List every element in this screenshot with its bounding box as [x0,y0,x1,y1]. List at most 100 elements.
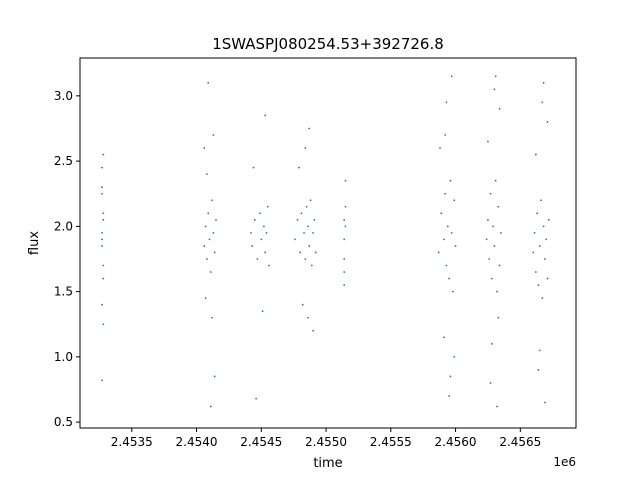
data-point [544,401,546,404]
x-axis-label: time [313,456,342,471]
data-point [343,271,346,273]
data-point [449,179,452,182]
data-point [213,251,216,254]
data-point [101,379,103,382]
data-point [538,245,541,247]
data-point [250,231,252,234]
data-point [489,192,492,195]
data-point [212,231,215,234]
data-point [493,88,496,91]
y-tick-label: 1.0 [54,350,73,364]
data-point [454,245,457,247]
data-point [485,238,488,241]
data-point [212,134,215,136]
data-point [537,369,540,371]
data-point [102,218,105,221]
data-point [264,114,267,117]
data-point [540,199,542,202]
data-point [307,316,309,319]
data-point [545,238,548,241]
data-point [203,245,206,247]
data-point [101,303,103,306]
data-point [211,316,213,319]
data-point [207,81,210,84]
data-point [446,225,449,228]
data-point [343,258,346,260]
data-point [102,212,105,215]
data-point [437,251,440,254]
chart-title: 1SWASPJ080254.53+392726.8 [212,35,444,53]
data-point [204,225,207,228]
data-point [310,264,313,267]
data-point [450,75,453,78]
data-point [344,179,347,182]
data-point [537,284,540,286]
data-point [211,199,213,202]
data-point [101,186,103,189]
data-point [546,277,549,280]
data-point [309,199,312,202]
data-point [259,212,261,215]
data-point [296,218,299,221]
y-tick-label: 2.5 [54,154,73,168]
data-point [260,238,263,241]
data-point [449,375,452,378]
data-point [215,218,217,221]
data-point [102,153,105,156]
data-points [101,75,550,408]
x-tick-label: 2.4550 [305,435,347,449]
x-tick-label: 2.4565 [499,435,541,449]
data-point [101,245,103,247]
data-point [305,205,308,208]
data-point [493,245,496,247]
data-point [534,153,537,156]
data-point [251,245,254,247]
data-point [487,140,489,143]
data-point [313,218,316,221]
data-point [536,212,539,215]
data-point [300,212,303,215]
data-point [453,355,456,358]
data-point [209,405,212,408]
data-point [264,251,267,254]
data-point [101,231,103,234]
data-point [492,225,495,228]
data-point [490,277,493,280]
data-point [207,212,210,215]
data-point [102,264,105,267]
data-point [452,290,454,293]
x-tick-label: 2.4540 [176,435,218,449]
data-point [308,127,311,130]
data-point [102,277,105,280]
data-point [263,225,265,228]
data-point [489,382,492,384]
x-axis-ticks: 2.4535 2.4540 2.4545 2.4550 2.4555 2.4560 2.45… [111,428,541,449]
data-point [494,75,497,78]
data-point [101,192,103,195]
data-point [498,264,501,267]
data-point [344,225,347,228]
data-point [443,336,445,339]
y-tick-label: 3.0 [54,89,73,103]
data-point [208,238,211,241]
y-axis-ticks: 0.5 1.0 1.5 2.0 2.5 3.0 [54,89,80,429]
data-point [101,238,103,241]
data-point [344,205,347,208]
data-point [448,277,450,280]
data-point [294,238,296,241]
data-point [299,251,302,254]
data-point [541,297,544,300]
data-point [533,231,536,234]
data-point [445,101,448,104]
data-point [209,271,212,273]
data-point [547,218,550,221]
data-point [444,192,447,195]
data-point [312,329,315,332]
data-point [102,323,105,326]
data-point [266,205,269,208]
y-tick-label: 2.0 [54,219,73,233]
data-point [304,147,307,149]
data-point [304,258,307,260]
data-point [213,375,216,378]
